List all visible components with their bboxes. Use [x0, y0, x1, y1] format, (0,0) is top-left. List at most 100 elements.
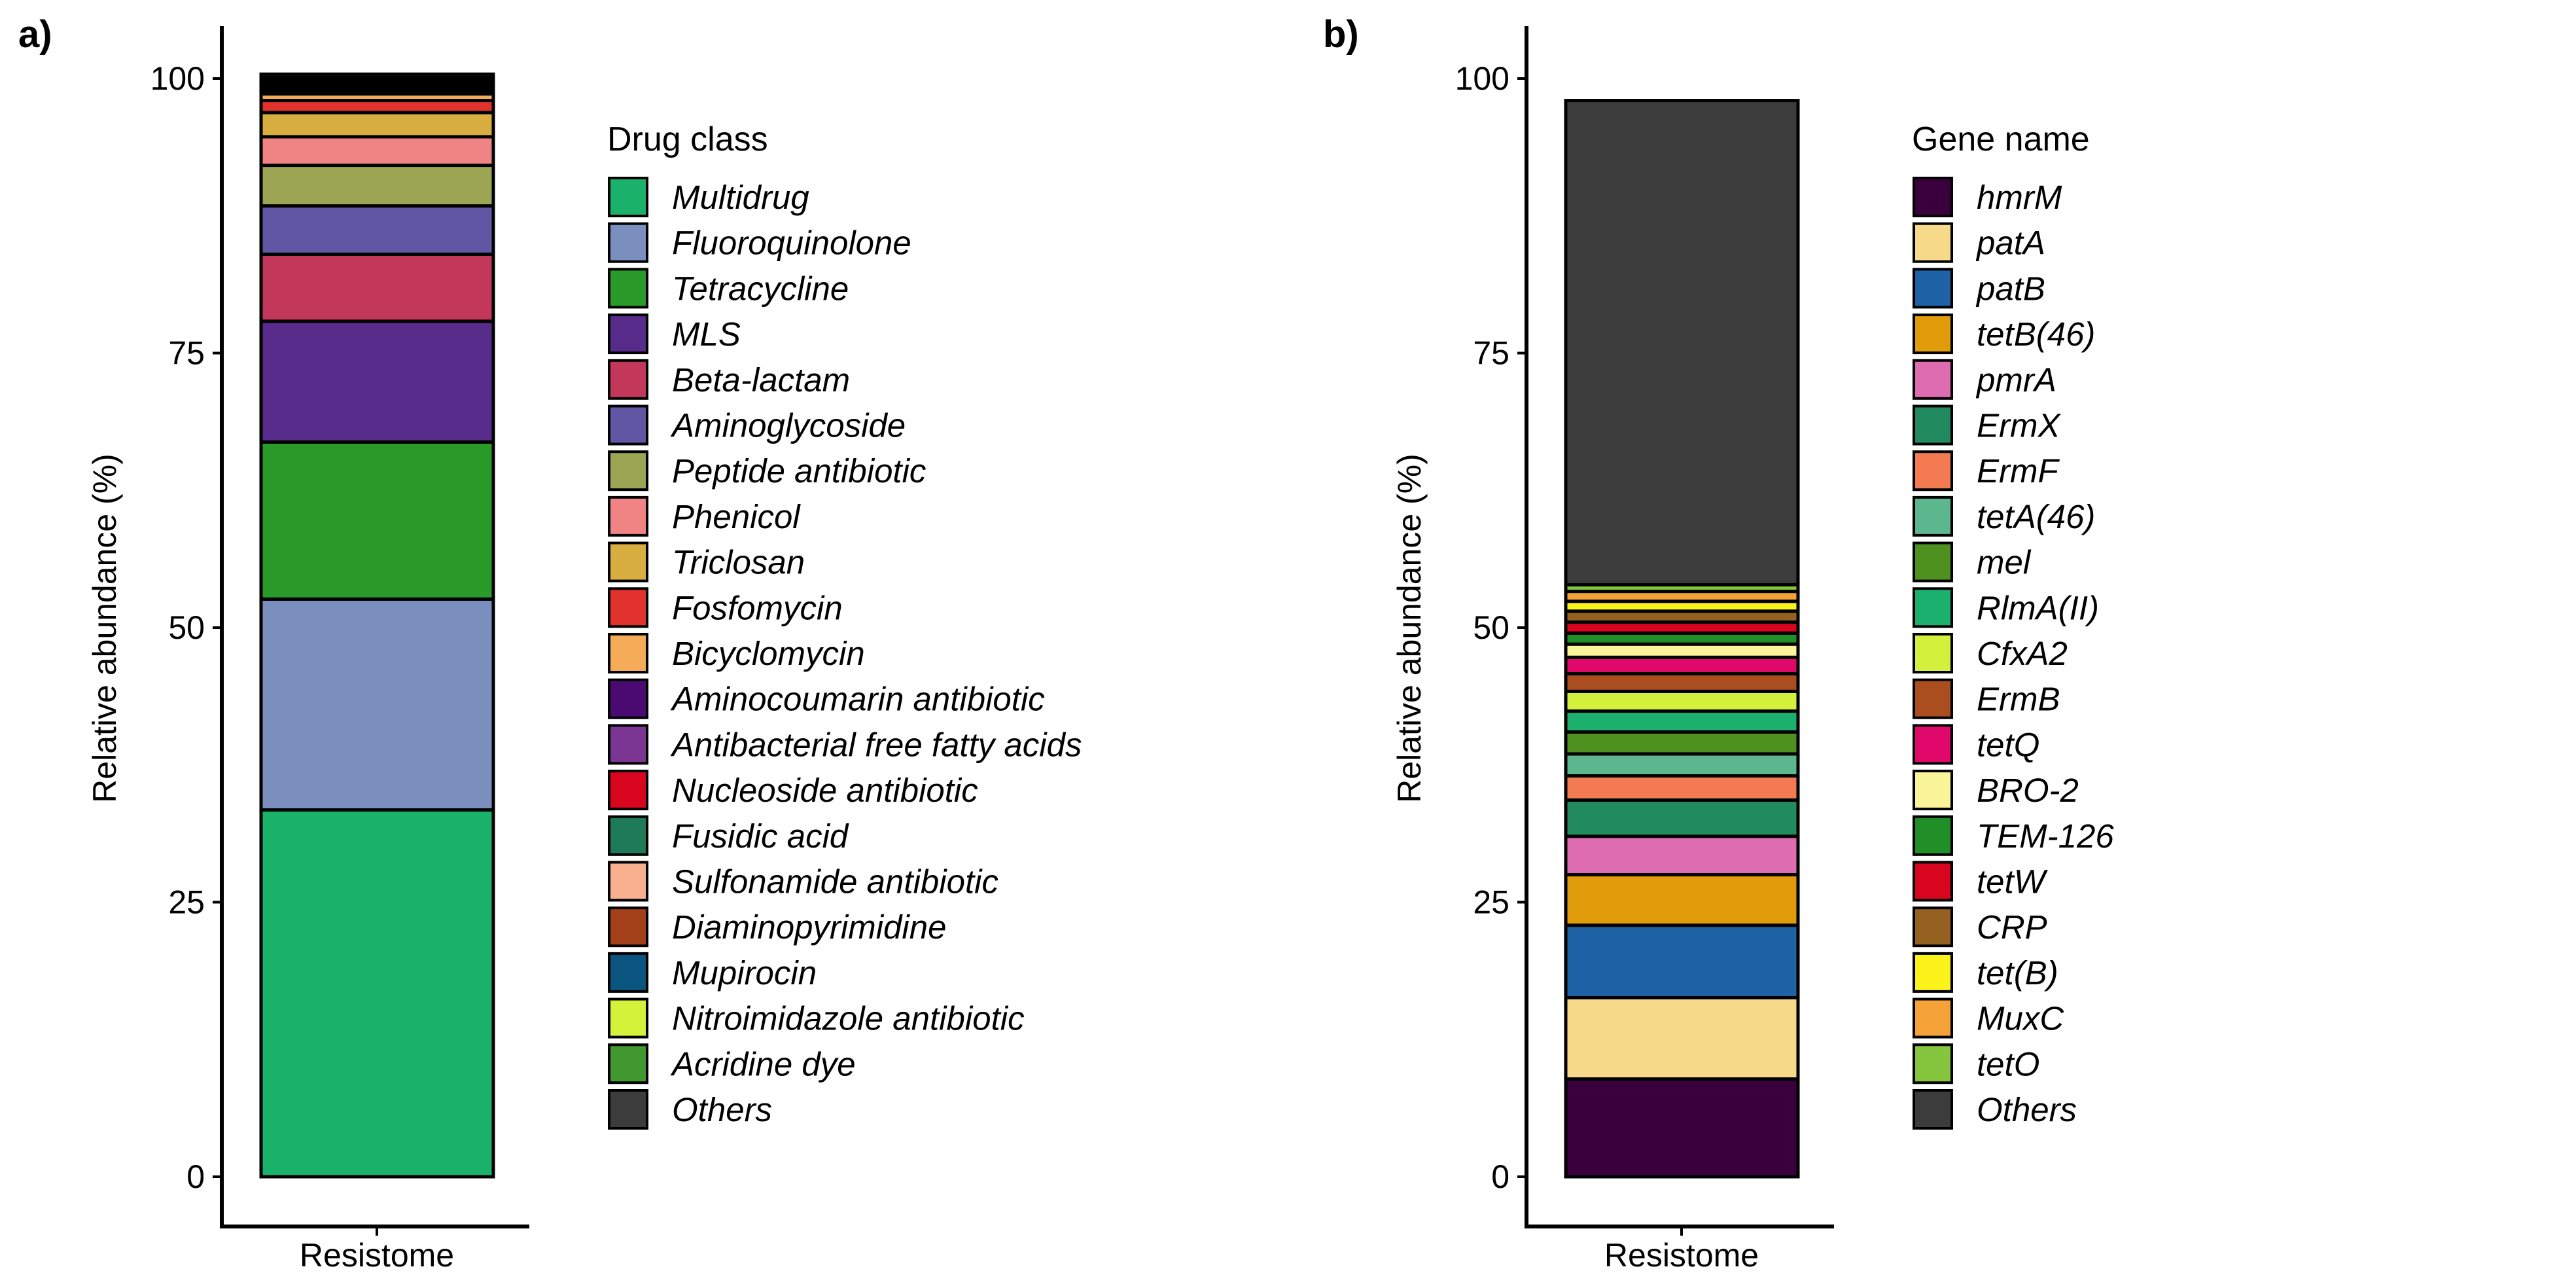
a-legend-label-7: Phenicol	[672, 498, 801, 535]
b-legend-label-10: CfxA2	[1977, 635, 2068, 672]
b-legend-swatch-4	[1913, 359, 1953, 400]
b-legend-swatch-12	[1913, 724, 1953, 765]
b-legend-swatch-14	[1913, 815, 1953, 856]
panel-b-legend-title: Gene name	[1912, 120, 2090, 158]
b-legend-label-5: ErmX	[1977, 407, 2061, 444]
a-legend-swatch-0	[608, 177, 648, 217]
b-legend-label-9: RlmA(II)	[1977, 589, 2099, 626]
a-legend-label-9: Fosfomycin	[672, 589, 843, 626]
panel-a-y-axis-title: Relative abundance (%)	[86, 454, 123, 803]
a-bar-segment-9	[259, 99, 495, 115]
panel-b-bar-stack	[1564, 99, 1800, 1179]
panel-b-label: b)	[1323, 13, 1359, 56]
a-bar-segment-1	[259, 597, 495, 812]
a-y-tick-label-4: 100	[150, 60, 205, 97]
a-bar-segment-3	[259, 319, 495, 444]
b-legend-swatch-1	[1913, 222, 1953, 263]
a-bar-segment-6	[259, 164, 495, 208]
b-bar-segment-9	[1564, 709, 1800, 734]
a-legend-swatch-9	[608, 587, 648, 628]
a-bar-segment-7	[259, 135, 495, 168]
a-legend-swatch-4	[608, 359, 648, 400]
b-bar-segment-2	[1564, 923, 1800, 999]
b-legend-label-0: hmrM	[1977, 179, 2062, 216]
panel-a-legend-items: Multidrug Fluoroquinolone Tetracycline MLS B…	[608, 177, 1082, 1130]
b-legend-swatch-11	[1913, 678, 1953, 719]
a-legend-swatch-15	[608, 861, 648, 902]
a-y-tick-label-0: 0	[186, 1158, 205, 1195]
a-legend-swatch-1	[608, 222, 648, 263]
a-legend-swatch-11	[608, 678, 648, 719]
a-legend-swatch-5	[608, 404, 648, 446]
a-legend-label-6: Peptide antibiotic	[672, 452, 926, 490]
b-legend-swatch-10	[1913, 633, 1953, 673]
b-bar-segment-13	[1564, 642, 1800, 659]
a-legend-swatch-8	[608, 541, 648, 582]
a-legend-swatch-19	[608, 1043, 648, 1084]
b-legend-swatch-17	[1913, 952, 1953, 993]
b-bar-segment-4	[1564, 834, 1800, 877]
a-legend-swatch-18	[608, 997, 648, 1039]
a-legend-swatch-7	[608, 495, 648, 537]
a-legend-label-5: Aminoglycoside	[670, 407, 906, 444]
a-bar-segment-20	[259, 72, 495, 79]
b-bar-segment-16	[1564, 609, 1800, 624]
b-legend-swatch-5	[1913, 404, 1953, 446]
panel-b-y-ticks: 0 25 50 75 100	[1455, 60, 1526, 1195]
b-bar-segment-1	[1564, 995, 1800, 1081]
panel-b-y-axis-title: Relative abundance (%)	[1391, 454, 1428, 803]
b-legend-swatch-8	[1913, 541, 1953, 582]
a-legend-label-11: Aminocoumarin antibiotic	[670, 681, 1045, 718]
b-legend-swatch-9	[1913, 587, 1953, 628]
a-legend-swatch-6	[608, 450, 648, 492]
a-bar-segment-4	[259, 252, 495, 323]
a-y-tick-label-3: 75	[168, 335, 205, 372]
a-legend-swatch-10	[608, 633, 648, 673]
a-legend-swatch-3	[608, 313, 648, 355]
a-legend-label-15: Sulfonamide antibiotic	[672, 863, 998, 901]
a-legend-label-3: MLS	[672, 315, 741, 353]
panel-a-legend-title: Drug class	[607, 120, 768, 158]
b-legend-label-16: CRP	[1977, 908, 2047, 946]
a-bar-segment-2	[259, 440, 495, 601]
b-y-tick-label-1: 25	[1473, 884, 1509, 921]
b-legend-swatch-2	[1913, 268, 1953, 309]
panel-a-y-ticks: 0 25 50 75 100	[150, 60, 222, 1195]
panel-b: b) 0 25 50 75 100 Resistome Relative abundan…	[1323, 13, 2114, 1274]
a-bar-segment-5	[259, 204, 495, 256]
b-bar-segment-8	[1564, 730, 1800, 756]
a-legend-label-18: Nitroimidazole antibiotic	[672, 1000, 1025, 1037]
a-legend-swatch-12	[608, 724, 648, 765]
b-legend-label-6: ErmF	[1977, 452, 2060, 490]
a-legend-label-14: Fusidic acid	[672, 817, 849, 855]
a-legend-label-10: Bicyclomycin	[672, 635, 865, 672]
b-bar-segment-11	[1564, 671, 1800, 693]
b-legend-swatch-13	[1913, 770, 1953, 811]
panel-b-legend-items: hmrM patA patB tetB(46) pmrA ErmX ErmF tetA(46)…	[1913, 177, 2114, 1130]
panel-a-bar-stack	[259, 72, 495, 1179]
b-legend-label-4: pmrA	[1975, 361, 2056, 399]
b-bar-segment-0	[1564, 1077, 1800, 1179]
a-legend-swatch-20	[608, 1089, 648, 1130]
b-bar-segment-3	[1564, 873, 1800, 927]
a-legend-label-16: Diaminopyrimidine	[672, 908, 946, 946]
a-y-tick-label-2: 50	[168, 609, 205, 646]
b-bar-segment-14	[1564, 631, 1800, 646]
a-legend-label-2: Tetracycline	[672, 270, 849, 307]
a-legend-label-12: Antibacterial free fatty acids	[670, 726, 1082, 763]
b-legend-label-17: tet(B)	[1977, 954, 2058, 992]
a-legend-swatch-14	[608, 815, 648, 856]
panel-b-x-tick-label: Resistome	[1604, 1237, 1759, 1274]
b-legend-label-8: mel	[1977, 544, 2032, 581]
b-legend-label-2: patB	[1975, 270, 2045, 307]
b-y-tick-label-2: 50	[1473, 609, 1509, 646]
a-legend-swatch-17	[608, 952, 648, 993]
b-legend-swatch-7	[1913, 495, 1953, 537]
a-legend-label-8: Triclosan	[672, 544, 805, 581]
panel-a-legend: Drug class Multidrug Fluoroquinolone Tetra…	[607, 120, 1082, 1130]
panel-a: a) 0 25 50 75 100 Resistome Relative abundan…	[18, 13, 1082, 1274]
a-legend-swatch-2	[608, 268, 648, 309]
b-bar-segment-20	[1564, 99, 1800, 587]
b-legend-swatch-15	[1913, 861, 1953, 902]
